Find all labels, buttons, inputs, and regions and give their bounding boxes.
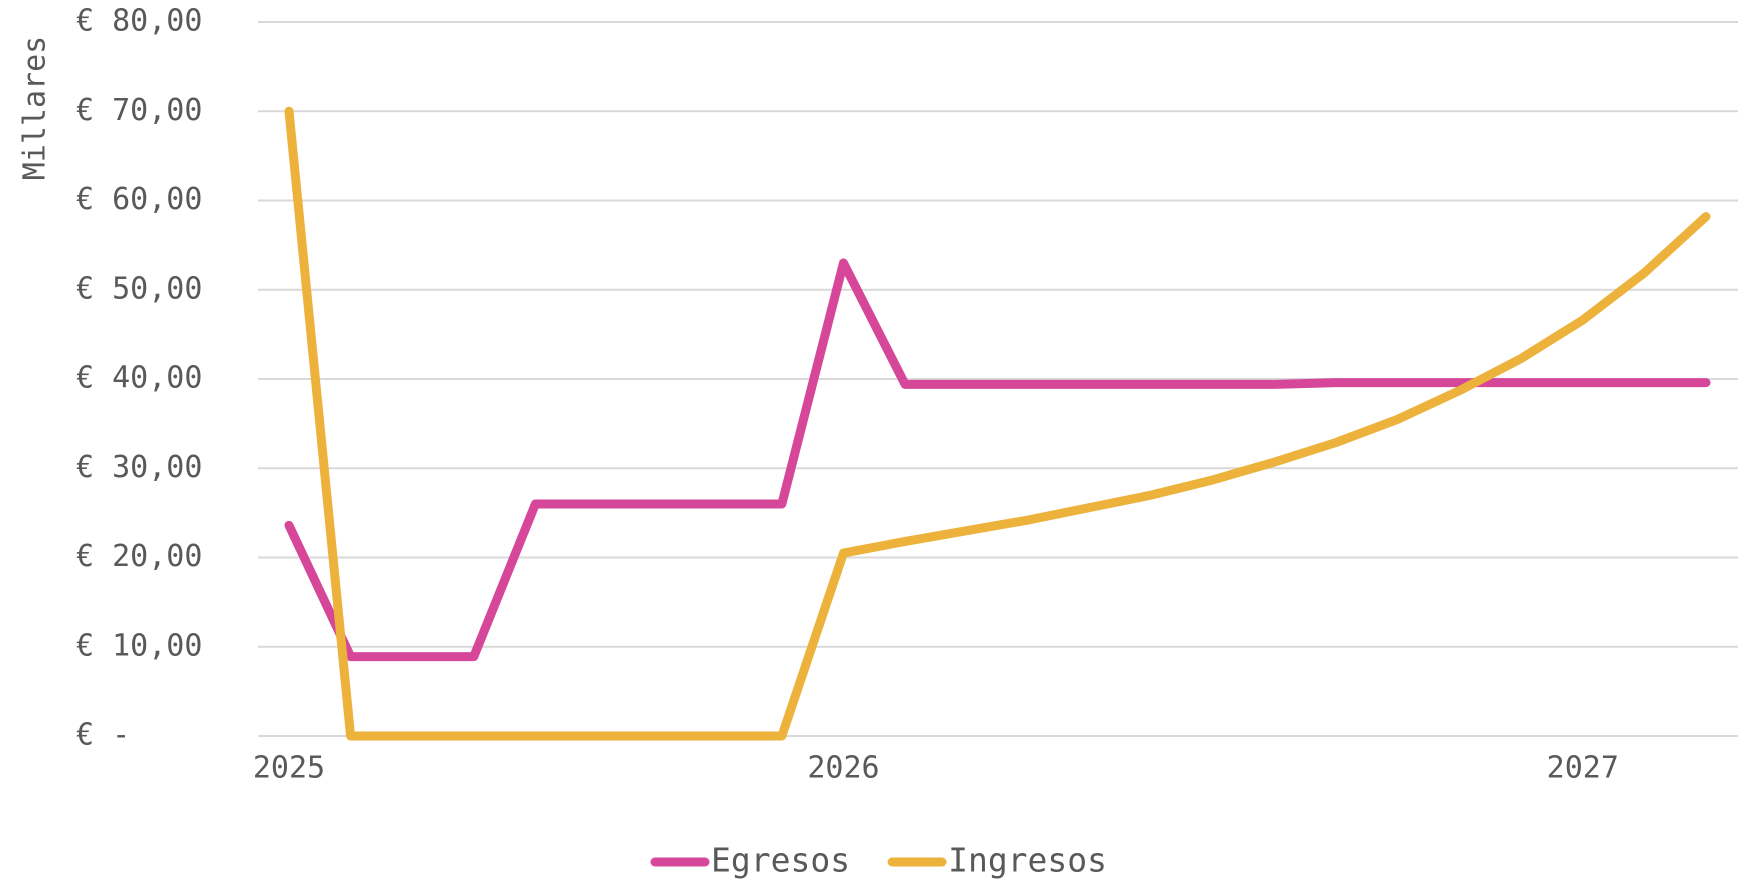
y-tick-label: € 40,00	[76, 361, 202, 396]
y-tick-label: € 30,00	[76, 450, 202, 485]
y-tick-label: € 50,00	[76, 271, 202, 306]
y-tick-label: € 70,00	[76, 93, 202, 128]
y-tick-label: € -	[76, 718, 130, 753]
y-tick-label: € 10,00	[76, 628, 202, 663]
series-line	[284, 258, 1711, 662]
x-tick-label: 2025	[253, 751, 325, 786]
y-axis-label: Millares	[18, 36, 53, 181]
y-tick-label: € 20,00	[76, 539, 202, 574]
x-tick-label: 2027	[1547, 751, 1619, 786]
series-line	[284, 106, 1711, 741]
y-tick-label: € 80,00	[76, 4, 202, 39]
legend-label: Ingresos	[948, 841, 1107, 880]
y-tick-label: € 60,00	[76, 182, 202, 217]
x-tick-label: 2026	[807, 751, 879, 786]
legend-label: Egresos	[711, 841, 850, 880]
